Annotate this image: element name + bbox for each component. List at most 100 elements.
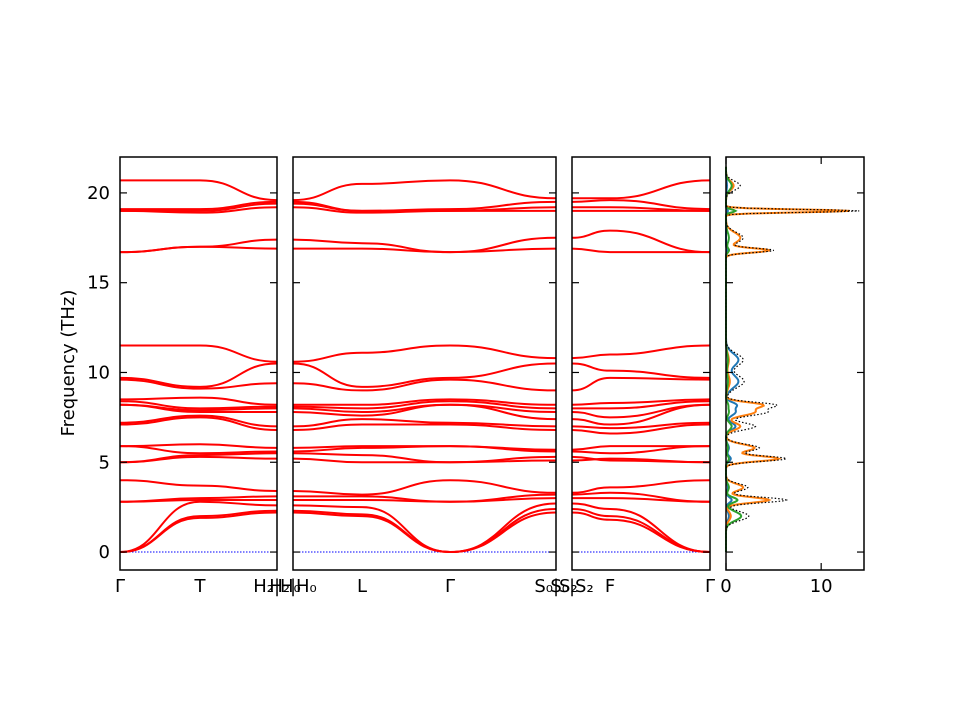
x-tick-label: Γ <box>115 576 125 597</box>
band-line-b1 <box>292 511 363 518</box>
band-line-b18 <box>571 362 611 372</box>
band-line-b1 <box>571 511 611 521</box>
band-line-b16 <box>571 402 611 406</box>
band-line-b21 <box>292 238 363 245</box>
band-line-b23 <box>609 206 711 212</box>
dos-series-2 <box>725 166 850 552</box>
band-line-b11 <box>449 423 557 431</box>
band-line-b15 <box>361 400 451 410</box>
band-line-b9 <box>199 450 278 455</box>
band-line-b5 <box>449 493 557 503</box>
band-line-b6 <box>361 479 451 496</box>
band-line-b9 <box>292 446 363 453</box>
band-line-b15 <box>449 400 557 410</box>
band-line-b10 <box>292 445 363 449</box>
band-line-b19 <box>571 353 611 360</box>
band-line-b19 <box>199 344 278 363</box>
band-line-b2 <box>571 507 611 518</box>
band-line-b8 <box>199 452 278 457</box>
band-line-b1 <box>449 511 557 554</box>
band-line-b23 <box>199 202 278 212</box>
band-line-b2 <box>199 509 278 518</box>
dos-x-tick-label: 10 <box>810 576 833 597</box>
band-line-b11 <box>571 428 611 435</box>
band-line-b17 <box>449 378 557 392</box>
band-line-b21 <box>449 236 557 254</box>
band-line-b8 <box>119 454 201 464</box>
band-line-b5 <box>361 495 451 503</box>
band-line-b19 <box>292 351 363 363</box>
band-line-b11 <box>119 416 201 426</box>
y-tick-label: 20 <box>87 183 110 204</box>
band-line-b6 <box>119 479 201 487</box>
band-panel-2: H₂|H₀ L Γ S₀|S₂ <box>269 156 578 597</box>
band-line-b16 <box>609 398 711 405</box>
band-line-b2 <box>449 507 557 554</box>
band-line-b19 <box>609 344 711 356</box>
band-line-b17 <box>292 382 363 392</box>
band-line-b22 <box>199 206 278 214</box>
band-line-b12 <box>449 421 557 428</box>
band-line-b17 <box>361 378 451 392</box>
y-tick-label: 0 <box>99 542 110 563</box>
band-line-b15 <box>292 405 363 410</box>
band-line-b25 <box>609 179 711 200</box>
band-line-b7 <box>199 455 278 460</box>
band-line-b3 <box>199 500 278 507</box>
band-line-b14 <box>449 403 557 413</box>
band-line-b12 <box>199 414 278 428</box>
y-tick-label: 10 <box>87 362 110 383</box>
band-line-b14 <box>609 403 711 419</box>
band-line-b22 <box>292 206 363 214</box>
band-line-b3 <box>609 507 711 554</box>
band-line-b15 <box>199 405 278 410</box>
dos-x-tick-label: 0 <box>720 576 731 597</box>
band-line-b25 <box>361 179 451 185</box>
band-line-b15 <box>119 400 201 410</box>
band-panel-3: S₀|S₂ F Γ <box>550 156 715 597</box>
x-tick-label: H₂|H₀ <box>253 576 301 597</box>
band-line-b3 <box>571 502 611 510</box>
band-line-b1 <box>199 511 278 519</box>
panel-frame <box>119 156 278 571</box>
band-line-b12 <box>119 414 201 424</box>
band-line-b23 <box>449 206 557 212</box>
band-line-b24 <box>361 208 451 212</box>
band-line-b16 <box>361 398 451 406</box>
band-line-b6 <box>449 479 557 494</box>
band-line-b16 <box>119 396 201 401</box>
dos-series-3 <box>725 166 743 552</box>
band-line-b25 <box>199 179 278 202</box>
band-line-b5 <box>571 491 611 496</box>
band-line-b14 <box>199 407 278 412</box>
band-line-b7 <box>292 457 363 464</box>
band-line-b16 <box>199 396 278 406</box>
band-line-b11 <box>609 423 711 435</box>
band-line-b3 <box>119 500 201 554</box>
band-line-b8 <box>449 455 557 464</box>
band-line-b25 <box>449 179 557 200</box>
band-panel-1: Γ T H₂|H₀ <box>115 156 301 597</box>
x-tick-label: Γ <box>445 576 455 597</box>
band-line-b10 <box>119 443 201 448</box>
band-line-b19 <box>449 344 557 360</box>
band-line-b13 <box>361 403 451 417</box>
x-tick-label: L <box>357 576 367 597</box>
band-line-b10 <box>449 445 557 451</box>
x-tick-label: F <box>605 576 615 597</box>
x-tick-label: S₀|S₂ <box>550 576 593 597</box>
band-line-b11 <box>292 423 363 431</box>
band-line-b21 <box>571 229 611 239</box>
band-line-b13 <box>571 418 611 426</box>
x-tick-label: Γ <box>705 576 715 597</box>
band-line-b15 <box>609 400 711 410</box>
band-line-b2 <box>119 515 201 554</box>
band-line-b5 <box>199 495 278 500</box>
band-line-b9 <box>119 445 201 455</box>
band-line-b1 <box>609 518 711 554</box>
y-tick-label: 5 <box>99 452 110 473</box>
band-line-b3 <box>449 502 557 554</box>
band-line-b25 <box>292 182 363 202</box>
band-line-b9 <box>571 450 611 455</box>
